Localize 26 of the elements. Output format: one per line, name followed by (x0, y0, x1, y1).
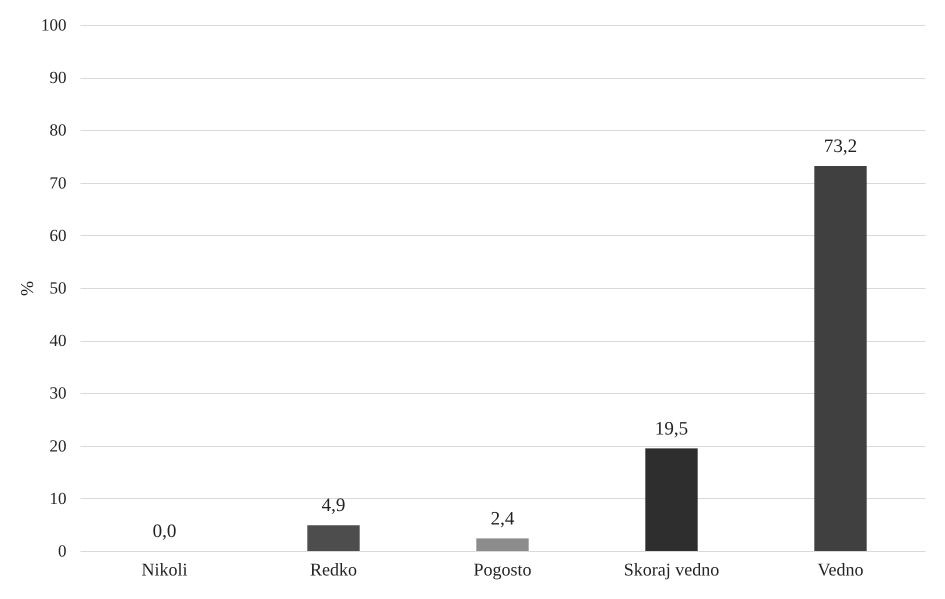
x-tick-label: Pogosto (473, 560, 532, 580)
data-label: 2,4 (490, 508, 515, 530)
y-tick-label: 90 (50, 68, 66, 88)
y-tick-label: 40 (50, 331, 66, 350)
bar (307, 525, 360, 551)
bar (814, 166, 867, 551)
y-tick-label: 100 (41, 16, 66, 34)
y-tick-label: 10 (50, 488, 66, 508)
y-tick-label: 80 (50, 120, 66, 140)
data-label: 0,0 (152, 521, 176, 542)
x-tick-label: Skoraj vedno (624, 560, 720, 580)
data-label: 73,2 (824, 136, 858, 157)
x-tick-label: Redko (310, 560, 357, 580)
y-tick-label: 20 (50, 436, 66, 456)
y-tick-label: 60 (50, 226, 66, 245)
y-tick-label: 70 (50, 173, 66, 192)
x-tick-label: Nikoli (141, 560, 188, 580)
data-label: 19,5 (654, 418, 688, 440)
y-tick-label: 0 (58, 542, 66, 560)
y-tick-label: 30 (50, 384, 66, 403)
x-tick-label: Vedno (818, 560, 864, 580)
y-tick-label: 50 (50, 278, 66, 298)
bar (476, 538, 529, 551)
bar (645, 448, 698, 551)
y-axis-title: % (17, 281, 37, 296)
data-label: 4,9 (322, 495, 346, 516)
